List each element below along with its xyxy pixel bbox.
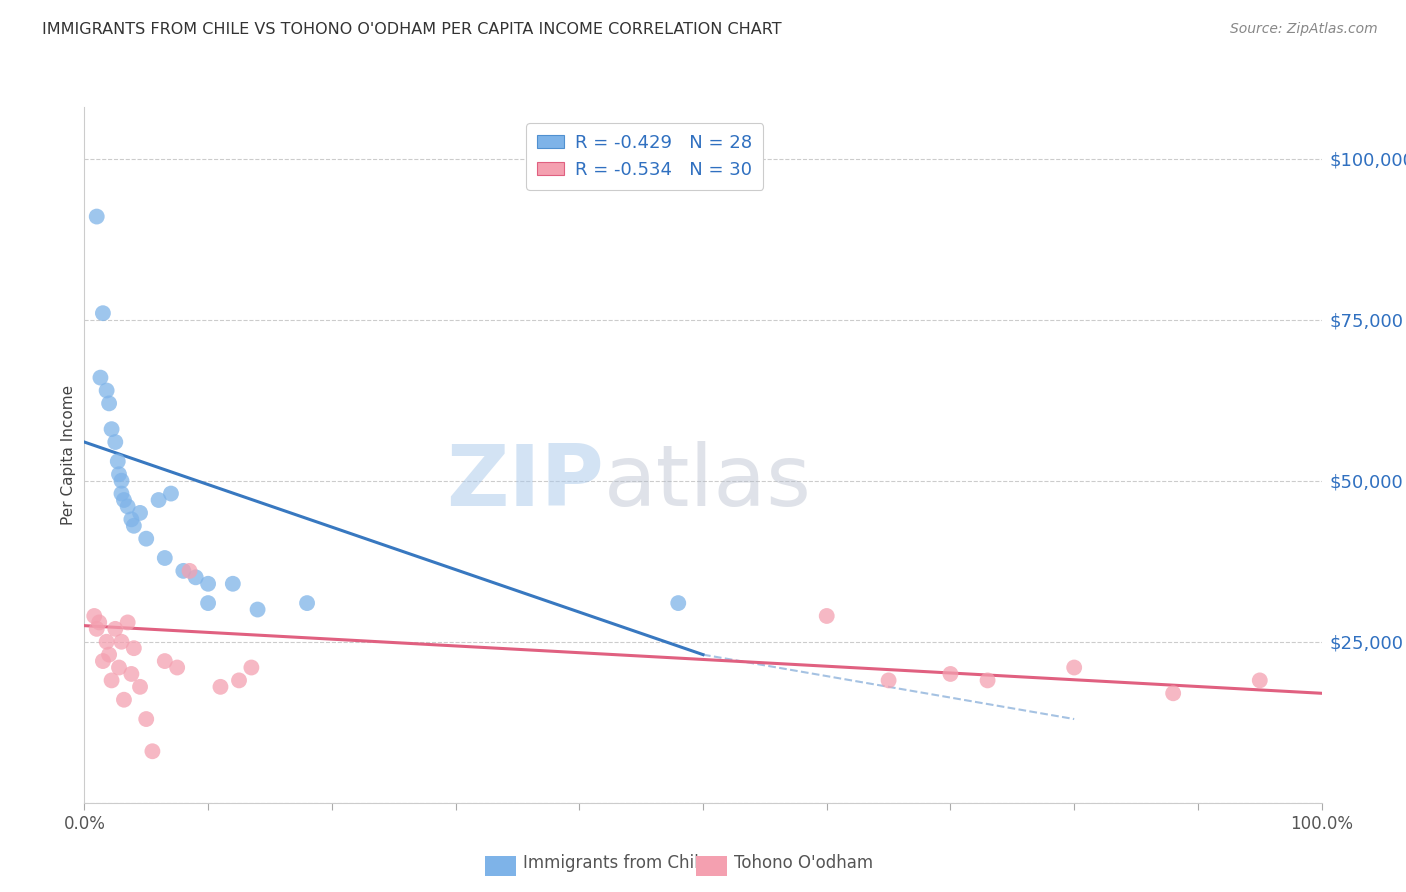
Point xyxy=(107,454,129,468)
Point xyxy=(89,370,111,384)
Point xyxy=(86,210,108,224)
Point xyxy=(197,596,219,610)
Point xyxy=(112,493,135,508)
Point xyxy=(209,680,232,694)
Point xyxy=(108,467,131,482)
Point xyxy=(91,306,114,320)
Point xyxy=(172,564,194,578)
Point xyxy=(117,500,139,514)
Point xyxy=(240,660,263,674)
Point xyxy=(110,634,132,648)
Point xyxy=(1161,686,1184,700)
Point xyxy=(100,673,122,688)
Point xyxy=(86,622,108,636)
Point xyxy=(104,622,127,636)
Point xyxy=(104,435,127,450)
Point xyxy=(91,654,114,668)
Text: Tohono O'odham: Tohono O'odham xyxy=(734,855,873,872)
Point xyxy=(148,493,170,508)
Point xyxy=(89,615,111,630)
Point xyxy=(877,673,900,688)
Point xyxy=(83,609,105,624)
Point xyxy=(197,576,219,591)
Legend: R = -0.429   N = 28, R = -0.534   N = 30: R = -0.429 N = 28, R = -0.534 N = 30 xyxy=(526,123,763,190)
Point xyxy=(228,673,250,688)
Point xyxy=(141,744,163,758)
Point xyxy=(153,551,176,566)
Point xyxy=(110,474,132,488)
Point xyxy=(184,570,207,584)
Point xyxy=(112,692,135,706)
Text: atlas: atlas xyxy=(605,442,813,524)
Point xyxy=(939,667,962,681)
Point xyxy=(100,422,122,436)
Point xyxy=(166,660,188,674)
Point xyxy=(135,532,157,546)
Point xyxy=(98,396,121,410)
Text: IMMIGRANTS FROM CHILE VS TOHONO O'ODHAM PER CAPITA INCOME CORRELATION CHART: IMMIGRANTS FROM CHILE VS TOHONO O'ODHAM … xyxy=(42,22,782,37)
Point xyxy=(108,660,131,674)
Point xyxy=(110,486,132,500)
Text: Source: ZipAtlas.com: Source: ZipAtlas.com xyxy=(1230,22,1378,37)
Point xyxy=(96,634,118,648)
Point xyxy=(1063,660,1085,674)
Point xyxy=(815,609,838,624)
Point xyxy=(98,648,121,662)
Point xyxy=(160,486,183,500)
Point xyxy=(129,680,152,694)
Point xyxy=(122,518,145,533)
Point xyxy=(120,667,142,681)
Point xyxy=(666,596,689,610)
Point xyxy=(1249,673,1271,688)
Point xyxy=(96,384,118,398)
Point xyxy=(179,564,201,578)
Point xyxy=(122,641,145,656)
Point xyxy=(135,712,157,726)
Point xyxy=(153,654,176,668)
Point xyxy=(222,576,245,591)
Point xyxy=(120,512,142,526)
Point xyxy=(129,506,152,520)
Point xyxy=(976,673,998,688)
Text: ZIP: ZIP xyxy=(446,442,605,524)
Point xyxy=(117,615,139,630)
Point xyxy=(246,602,269,616)
Y-axis label: Per Capita Income: Per Capita Income xyxy=(60,384,76,525)
Text: Immigrants from Chile: Immigrants from Chile xyxy=(523,855,709,872)
Point xyxy=(295,596,318,610)
